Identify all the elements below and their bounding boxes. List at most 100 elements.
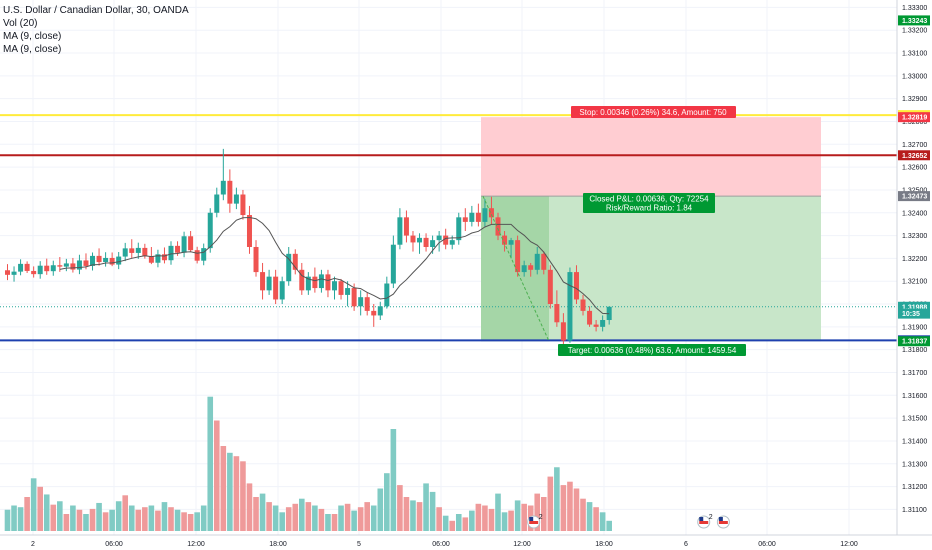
- candle-body[interactable]: [83, 260, 89, 266]
- candle-body[interactable]: [109, 257, 115, 265]
- candle-body[interactable]: [521, 265, 527, 273]
- candle-body[interactable]: [305, 276, 311, 291]
- candle-body[interactable]: [299, 269, 305, 291]
- candle-body[interactable]: [430, 240, 436, 247]
- candle-body[interactable]: [318, 274, 324, 289]
- candle-body[interactable]: [44, 265, 50, 272]
- candle-body[interactable]: [24, 263, 30, 271]
- candle-body[interactable]: [554, 304, 560, 323]
- candle-body[interactable]: [423, 237, 429, 247]
- candle-body[interactable]: [377, 306, 383, 316]
- candle-body[interactable]: [273, 276, 279, 300]
- candle-body[interactable]: [220, 180, 226, 195]
- symbol-title[interactable]: U.S. Dollar / Canadian Dollar, 30, OANDA: [3, 5, 189, 16]
- candle-body[interactable]: [567, 272, 573, 341]
- candle-body[interactable]: [31, 270, 37, 275]
- candle-body[interactable]: [488, 208, 494, 218]
- candle-body[interactable]: [214, 194, 220, 213]
- candle-body[interactable]: [351, 288, 357, 307]
- candle-body[interactable]: [246, 215, 252, 247]
- candle-body[interactable]: [142, 247, 148, 257]
- candle-body[interactable]: [482, 208, 488, 222]
- candle-body[interactable]: [96, 255, 102, 263]
- candle-body[interactable]: [50, 265, 56, 272]
- candle-body[interactable]: [371, 310, 377, 316]
- indicator-ma-2[interactable]: MA (9, close): [3, 44, 62, 55]
- candle-body[interactable]: [90, 255, 96, 266]
- candle-body[interactable]: [266, 276, 272, 291]
- candle-body[interactable]: [332, 281, 337, 291]
- candle-body[interactable]: [456, 217, 462, 241]
- candle-body[interactable]: [587, 310, 593, 325]
- candle-body[interactable]: [397, 217, 403, 245]
- candle-body[interactable]: [122, 248, 128, 257]
- candle-body[interactable]: [547, 269, 553, 305]
- candle-body[interactable]: [515, 240, 521, 273]
- candle-body[interactable]: [175, 245, 181, 253]
- candle-body[interactable]: [207, 212, 213, 249]
- candle-body[interactable]: [462, 217, 468, 222]
- candle-body[interactable]: [436, 235, 442, 241]
- candle-body[interactable]: [18, 263, 24, 272]
- candle-body[interactable]: [168, 245, 174, 261]
- candle-body[interactable]: [148, 256, 154, 263]
- candle-body[interactable]: [135, 247, 141, 253]
- candle-body[interactable]: [188, 236, 194, 251]
- candle-body[interactable]: [338, 281, 344, 295]
- indicator-volume[interactable]: Vol (20): [3, 18, 38, 29]
- candle-body[interactable]: [495, 217, 501, 236]
- candle-body[interactable]: [443, 235, 449, 245]
- candle-body[interactable]: [534, 253, 540, 270]
- candle-body[interactable]: [312, 276, 318, 289]
- candle-body[interactable]: [63, 263, 69, 267]
- candle-body[interactable]: [469, 212, 475, 222]
- candle-body[interactable]: [103, 257, 109, 263]
- candle-body[interactable]: [227, 180, 233, 204]
- candle-body[interactable]: [155, 254, 161, 263]
- candle-body[interactable]: [279, 281, 285, 300]
- candle-body[interactable]: [475, 212, 481, 222]
- indicator-ma-1[interactable]: MA (9, close): [3, 31, 62, 42]
- candle-body[interactable]: [541, 253, 547, 270]
- candle-body[interactable]: [286, 253, 292, 282]
- candle-body[interactable]: [253, 246, 259, 273]
- candle-body[interactable]: [5, 270, 10, 275]
- candle-body[interactable]: [593, 324, 599, 327]
- candle-body[interactable]: [345, 288, 351, 295]
- candle-body[interactable]: [449, 240, 455, 245]
- candle-body[interactable]: [528, 265, 534, 270]
- candle-body[interactable]: [70, 263, 76, 270]
- candle-body[interactable]: [161, 254, 167, 261]
- candle-body[interactable]: [358, 297, 364, 307]
- candle-body[interactable]: [194, 250, 200, 261]
- time-axis[interactable]: [0, 535, 932, 550]
- candle-body[interactable]: [37, 265, 43, 275]
- candle-body[interactable]: [364, 297, 370, 311]
- candle-body[interactable]: [57, 265, 63, 267]
- candle-body[interactable]: [116, 256, 122, 265]
- candle-body[interactable]: [560, 322, 566, 341]
- candle-body[interactable]: [181, 236, 187, 253]
- candle-body[interactable]: [325, 274, 331, 291]
- stop-zone[interactable]: [481, 117, 821, 197]
- candle-body[interactable]: [573, 272, 579, 300]
- candle-body[interactable]: [580, 299, 586, 311]
- candle-body[interactable]: [390, 244, 396, 284]
- candle-body[interactable]: [129, 248, 135, 253]
- candle-body[interactable]: [417, 237, 423, 243]
- candle-body[interactable]: [502, 235, 508, 245]
- candle-body[interactable]: [508, 240, 514, 245]
- price-axis[interactable]: [897, 0, 932, 535]
- candle-body[interactable]: [600, 320, 606, 327]
- candle-body[interactable]: [403, 217, 409, 236]
- candle-body[interactable]: [410, 235, 416, 243]
- candle-body[interactable]: [240, 194, 246, 216]
- candle-body[interactable]: [11, 271, 17, 275]
- candle-body[interactable]: [384, 283, 390, 307]
- candle-body[interactable]: [201, 248, 207, 261]
- candle-body[interactable]: [260, 272, 266, 291]
- candle-body[interactable]: [76, 260, 82, 270]
- candle-body[interactable]: [292, 253, 298, 270]
